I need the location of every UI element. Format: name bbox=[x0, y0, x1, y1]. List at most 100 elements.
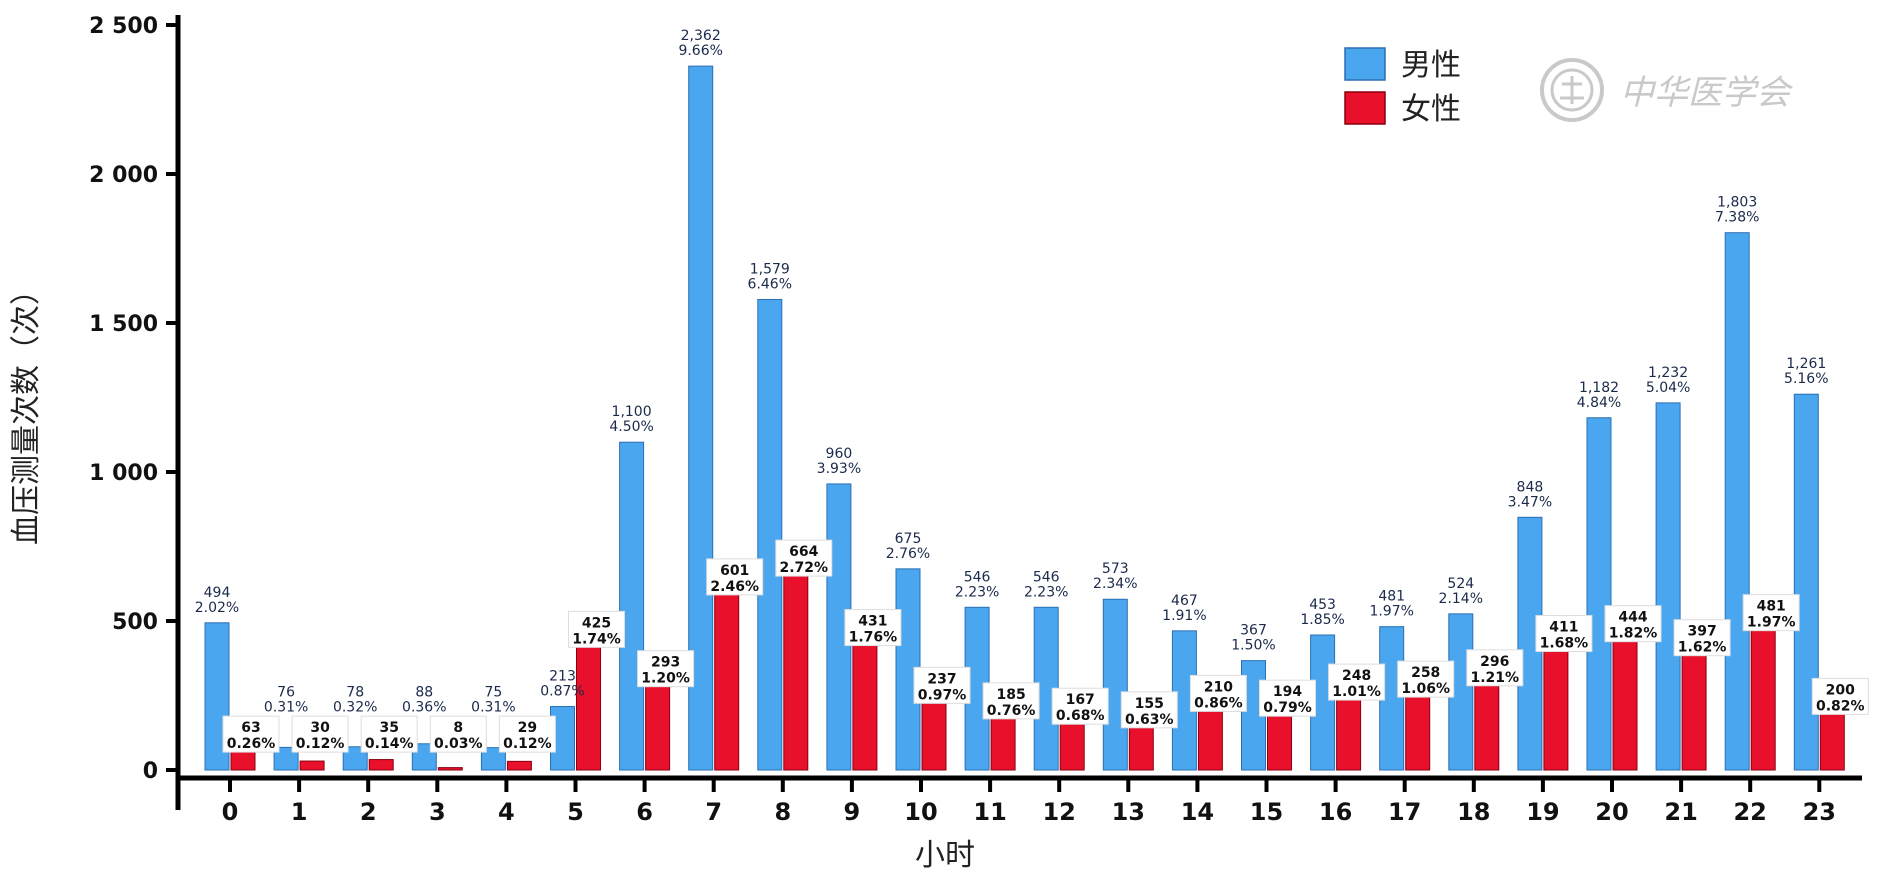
x-tick-label: 8 bbox=[774, 798, 791, 826]
female-bar bbox=[299, 760, 325, 771]
female-value-label: 200 bbox=[1826, 682, 1855, 698]
female-label-box bbox=[1397, 660, 1455, 698]
female-label-box bbox=[1259, 679, 1316, 717]
female-value-label: 444 bbox=[1618, 610, 1647, 626]
female-percent-label: 1.68% bbox=[1540, 636, 1589, 652]
female-percent-label: 0.82% bbox=[1816, 698, 1865, 714]
male-percent-label: 1.85% bbox=[1300, 612, 1344, 628]
male-percent-label: 2.23% bbox=[1024, 584, 1068, 600]
male-percent-label: 0.36% bbox=[402, 699, 446, 715]
female-label-box bbox=[1466, 649, 1524, 687]
male-bar bbox=[480, 747, 506, 771]
female-bar bbox=[852, 641, 878, 771]
female-bar bbox=[1819, 709, 1845, 771]
female-label-box bbox=[844, 609, 902, 647]
legend-label-male: 男性 bbox=[1401, 48, 1461, 83]
male-value-label: 1,100 bbox=[612, 404, 652, 420]
female-bar bbox=[1474, 681, 1500, 771]
female-percent-label: 1.74% bbox=[572, 631, 621, 647]
male-value-label: 367 bbox=[1240, 623, 1267, 639]
female-label-box bbox=[1535, 615, 1593, 653]
female-label-box bbox=[498, 715, 556, 753]
male-percent-label: 0.31% bbox=[471, 699, 515, 715]
female-label-box bbox=[1328, 663, 1386, 701]
seal-logo bbox=[1540, 58, 1604, 122]
female-value-label: 29 bbox=[518, 720, 537, 736]
male-value-label: 1,182 bbox=[1579, 380, 1619, 396]
x-axis-title: 小时 bbox=[915, 838, 975, 873]
x-tick-label: 20 bbox=[1595, 798, 1628, 826]
male-value-label: 1,803 bbox=[1717, 195, 1757, 211]
female-bar bbox=[1059, 719, 1085, 771]
female-value-label: 35 bbox=[379, 720, 398, 736]
female-bar bbox=[1267, 711, 1292, 771]
male-value-label: 88 bbox=[415, 684, 433, 700]
female-percent-label: 1.06% bbox=[1401, 681, 1450, 697]
female-value-label: 194 bbox=[1273, 684, 1302, 700]
male-percent-label: 2.76% bbox=[886, 546, 930, 562]
male-value-label: 453 bbox=[1309, 597, 1336, 613]
male-percent-label: 2.14% bbox=[1439, 591, 1483, 607]
male-bar bbox=[1655, 402, 1681, 771]
y-tick-label: 0 bbox=[143, 759, 158, 784]
x-tick-label: 16 bbox=[1319, 798, 1352, 826]
female-percent-label: 0.97% bbox=[918, 687, 967, 703]
male-percent-label: 6.46% bbox=[748, 276, 792, 292]
female-bar bbox=[1197, 706, 1223, 771]
male-value-label: 75 bbox=[484, 684, 502, 700]
y-tick-label: 2 500 bbox=[89, 14, 158, 39]
male-value-label: 1,579 bbox=[750, 261, 790, 277]
watermark-text: 中华医学会 bbox=[1620, 73, 1794, 113]
female-percent-label: 0.03% bbox=[434, 736, 483, 752]
female-bar bbox=[1543, 647, 1569, 771]
female-value-label: 248 bbox=[1342, 668, 1371, 684]
female-percent-label: 0.76% bbox=[987, 703, 1036, 719]
male-percent-label: 0.31% bbox=[264, 699, 308, 715]
x-tick-label: 12 bbox=[1042, 798, 1075, 826]
x-tick-label: 21 bbox=[1664, 798, 1697, 826]
male-percent-label: 7.38% bbox=[1715, 210, 1759, 226]
male-percent-label: 1.97% bbox=[1369, 604, 1413, 620]
male-value-label: 76 bbox=[277, 684, 295, 700]
x-tick-label: 2 bbox=[360, 798, 377, 826]
x-tick-label: 4 bbox=[498, 798, 515, 826]
male-bar bbox=[619, 441, 645, 771]
female-bar bbox=[990, 714, 1016, 771]
watermark: 中华医学会 bbox=[1540, 58, 1794, 122]
female-bar bbox=[783, 571, 809, 771]
female-value-label: 425 bbox=[582, 615, 611, 631]
female-label-box bbox=[1742, 594, 1800, 632]
female-percent-label: 0.26% bbox=[227, 736, 276, 752]
legend-swatch-male bbox=[1344, 47, 1386, 81]
female-value-label: 30 bbox=[310, 720, 330, 736]
female-percent-label: 0.12% bbox=[503, 736, 552, 752]
female-percent-label: 0.68% bbox=[1056, 708, 1105, 724]
female-label-box bbox=[568, 610, 625, 648]
female-value-label: 664 bbox=[789, 544, 818, 560]
male-percent-label: 1.50% bbox=[1231, 638, 1275, 654]
male-percent-label: 9.66% bbox=[678, 43, 722, 59]
female-bar bbox=[1750, 626, 1776, 771]
female-bar bbox=[437, 767, 463, 771]
male-percent-label: 4.50% bbox=[609, 419, 653, 435]
y-tick-label: 2 000 bbox=[89, 163, 158, 188]
y-tick-label: 1 000 bbox=[89, 461, 158, 486]
female-bar bbox=[1612, 637, 1638, 771]
female-label-box bbox=[222, 715, 280, 753]
female-value-label: 8 bbox=[453, 720, 463, 736]
male-bar bbox=[273, 746, 299, 771]
male-value-label: 848 bbox=[1517, 479, 1544, 495]
x-tick-label: 5 bbox=[567, 798, 584, 826]
female-label-box bbox=[360, 715, 418, 753]
male-value-label: 1,232 bbox=[1648, 365, 1688, 381]
female-label-box bbox=[913, 666, 971, 704]
male-value-label: 524 bbox=[1447, 576, 1474, 592]
female-label-box bbox=[1120, 691, 1178, 729]
female-value-label: 431 bbox=[858, 614, 887, 630]
male-value-label: 467 bbox=[1171, 593, 1198, 609]
x-tick-label: 0 bbox=[222, 798, 239, 826]
female-value-label: 210 bbox=[1204, 679, 1233, 695]
male-bar bbox=[757, 298, 783, 771]
male-value-label: 546 bbox=[964, 569, 991, 585]
